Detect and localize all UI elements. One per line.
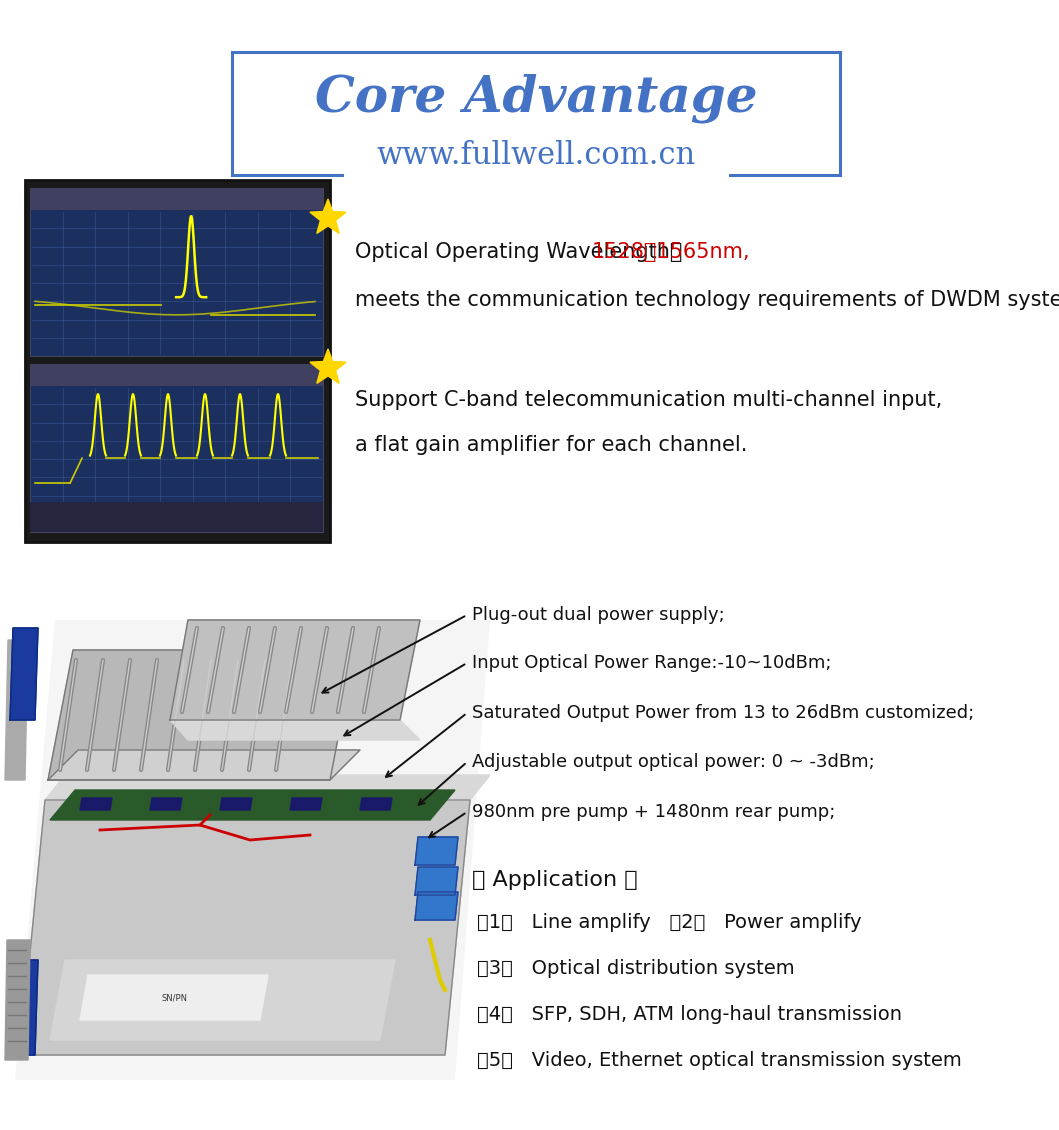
Text: Input Optical Power Range:-10~10dBm;: Input Optical Power Range:-10~10dBm;: [472, 654, 831, 672]
Bar: [25, 180, 330, 542]
Text: 1528～1565nm,: 1528～1565nm,: [591, 242, 750, 262]
Polygon shape: [290, 798, 322, 810]
Polygon shape: [150, 798, 182, 810]
Polygon shape: [415, 837, 457, 864]
Polygon shape: [310, 199, 346, 234]
Text: （4）   SFP, SDH, ATM long-haul transmission: （4） SFP, SDH, ATM long-haul transmission: [477, 1005, 902, 1024]
Text: www.fullwell.com.cn: www.fullwell.com.cn: [376, 139, 696, 171]
Bar: [30, 364, 323, 532]
Text: Plug-out dual power supply;: Plug-out dual power supply;: [472, 606, 724, 624]
Text: Saturated Output Power from 13 to 26dBm customized;: Saturated Output Power from 13 to 26dBm …: [472, 704, 974, 722]
Polygon shape: [50, 960, 395, 1040]
Polygon shape: [8, 960, 38, 1055]
Polygon shape: [5, 640, 28, 780]
Polygon shape: [360, 798, 392, 810]
Text: meets the communication technology requirements of DWDM systems.: meets the communication technology requi…: [355, 290, 1059, 310]
Text: Optical Operating Wavelength：: Optical Operating Wavelength：: [355, 242, 682, 262]
Polygon shape: [44, 775, 490, 800]
Text: Core Advantage: Core Advantage: [315, 73, 757, 123]
Polygon shape: [5, 940, 30, 1060]
Polygon shape: [220, 798, 252, 810]
Polygon shape: [80, 975, 268, 1020]
Polygon shape: [20, 800, 470, 1055]
Polygon shape: [10, 628, 38, 720]
Text: 【 Application 】: 【 Application 】: [472, 870, 638, 890]
Text: （1）   Line amplify   （2）   Power amplify: （1） Line amplify （2） Power amplify: [477, 913, 862, 931]
Text: （5）   Video, Ethernet optical transmission system: （5） Video, Ethernet optical transmission…: [477, 1051, 962, 1069]
Bar: [30, 188, 323, 210]
Polygon shape: [48, 650, 355, 780]
Text: 980nm pre pump + 1480nm rear pump;: 980nm pre pump + 1480nm rear pump;: [472, 803, 836, 822]
Text: Support C-band telecommunication multi-channel input,: Support C-band telecommunication multi-c…: [355, 390, 943, 410]
Text: Adjustable output optical power: 0 ~ -3dBm;: Adjustable output optical power: 0 ~ -3d…: [472, 753, 875, 771]
Bar: [30, 364, 323, 386]
Polygon shape: [48, 750, 360, 780]
Text: SN/PN: SN/PN: [162, 993, 189, 1002]
Bar: [30, 502, 323, 532]
Polygon shape: [170, 620, 420, 720]
Polygon shape: [15, 620, 490, 1080]
Bar: [30, 188, 323, 356]
Text: （3）   Optical distribution system: （3） Optical distribution system: [477, 958, 794, 977]
Polygon shape: [50, 790, 455, 820]
Text: a flat gain amplifier for each channel.: a flat gain amplifier for each channel.: [355, 435, 748, 455]
Polygon shape: [80, 798, 112, 810]
Polygon shape: [170, 720, 420, 740]
Polygon shape: [310, 349, 346, 383]
Polygon shape: [415, 867, 457, 895]
Polygon shape: [415, 892, 457, 920]
